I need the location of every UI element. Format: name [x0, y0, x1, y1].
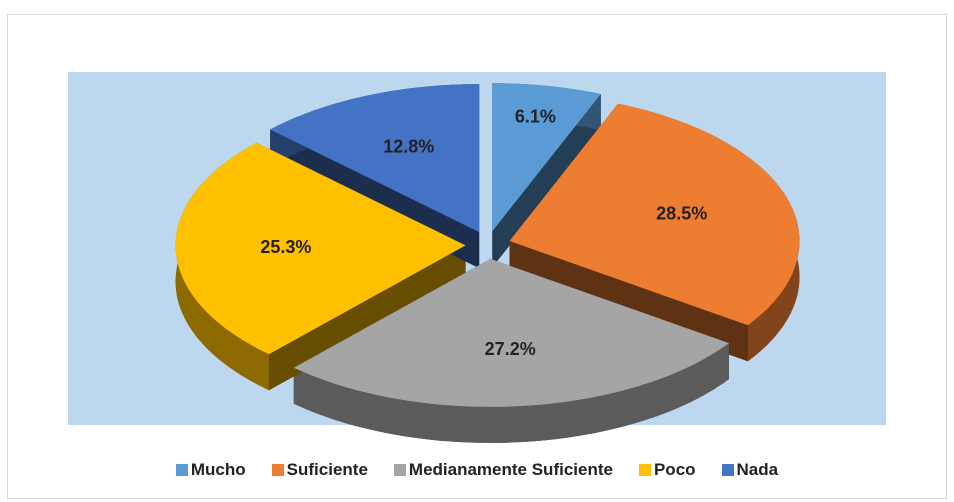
slice-wall — [268, 245, 466, 391]
slice-side — [293, 343, 729, 443]
slice — [293, 258, 729, 407]
legend-label: Mucho — [190, 460, 246, 479]
slice — [509, 103, 800, 326]
data-label: 25.3% — [260, 237, 311, 257]
legend-swatch — [271, 464, 284, 476]
legend-label: Poco — [653, 460, 696, 479]
legend: Mucho Suficiente Medianamente Suficiente Po… — [0, 460, 954, 480]
legend-label: Nada — [736, 460, 779, 479]
data-label: 27.2% — [485, 339, 536, 359]
legend-swatch — [393, 464, 406, 476]
data-label: 28.5% — [656, 203, 707, 223]
legend-swatch — [721, 464, 734, 476]
chart-frame — [7, 14, 947, 499]
legend-swatch — [638, 464, 651, 476]
legend-item: Medianamente Suficiente — [393, 460, 613, 480]
slice — [175, 142, 466, 355]
slice — [492, 83, 601, 232]
data-label: 6.1% — [515, 107, 556, 127]
legend-item: Poco — [638, 460, 696, 480]
legend-swatch — [175, 464, 188, 476]
legend-item: Mucho — [175, 460, 246, 480]
slice-wall — [492, 94, 601, 268]
legend-label: Suficiente — [286, 460, 368, 479]
legend-label: Medianamente Suficiente — [408, 460, 613, 479]
data-label: 12.8% — [383, 136, 434, 156]
legend-item: Suficiente — [271, 460, 368, 480]
slice — [270, 84, 480, 233]
legend-item: Nada — [721, 460, 779, 480]
